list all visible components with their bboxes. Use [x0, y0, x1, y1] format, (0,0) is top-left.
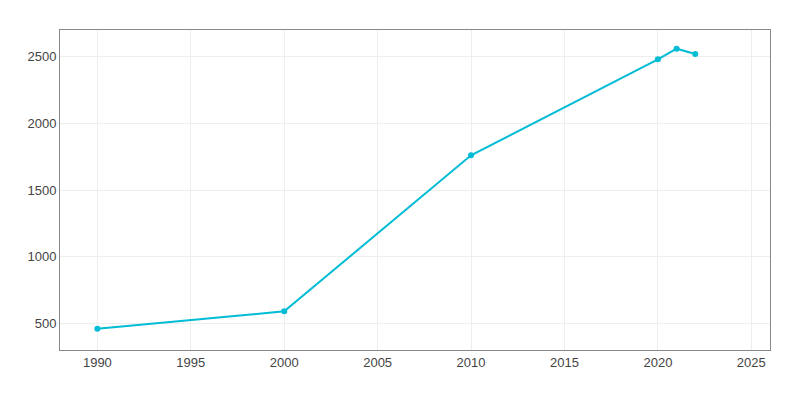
svg-text:2005: 2005 [363, 355, 392, 370]
svg-text:2000: 2000 [270, 355, 299, 370]
svg-text:2000: 2000 [27, 116, 56, 131]
svg-text:2020: 2020 [643, 355, 672, 370]
svg-text:1990: 1990 [83, 355, 112, 370]
svg-text:2015: 2015 [550, 355, 579, 370]
svg-text:1500: 1500 [27, 183, 56, 198]
svg-text:2010: 2010 [457, 355, 486, 370]
svg-text:1000: 1000 [27, 249, 56, 264]
svg-text:2025: 2025 [737, 355, 766, 370]
svg-text:2500: 2500 [27, 49, 56, 64]
svg-text:500: 500 [35, 316, 57, 331]
svg-text:1995: 1995 [176, 355, 205, 370]
